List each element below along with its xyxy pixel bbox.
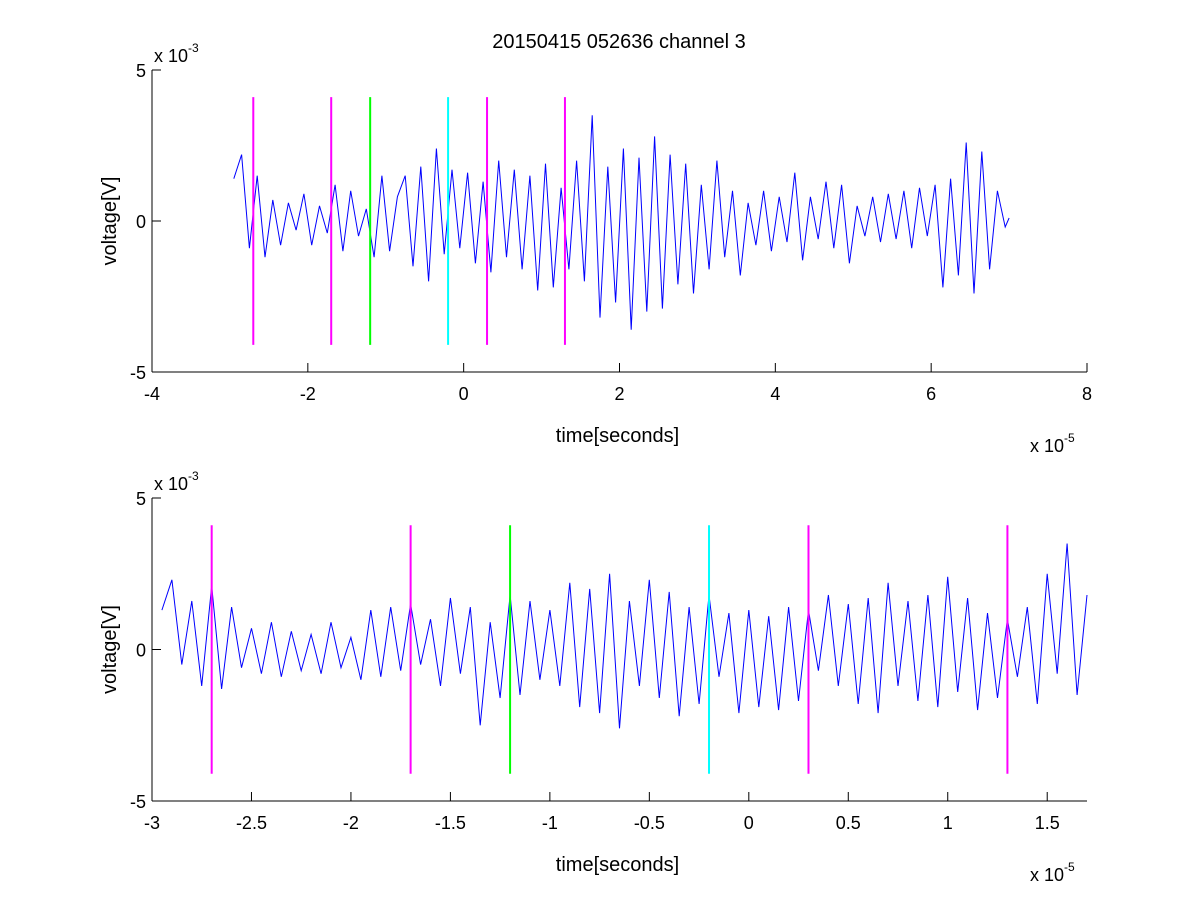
bottom-x-tick-label: -1 [542, 813, 558, 833]
bottom-y-exponent: x 10-3 [154, 469, 199, 494]
bottom-x-tick-label: 0.5 [836, 813, 861, 833]
bottom-x-tick-label: 0 [744, 813, 754, 833]
top-x-tick-label: 4 [770, 384, 780, 404]
top-x-tick-label: -2 [300, 384, 316, 404]
bottom-x-tick-label: -1.5 [435, 813, 466, 833]
bottom-x-tick-label: -2 [343, 813, 359, 833]
top-x-axis-label: time[seconds] [556, 425, 679, 447]
bottom-y-axis-label: voltage[V] [99, 605, 121, 694]
bottom-y-tick-label: -5 [130, 792, 146, 812]
top-x-tick-label: 8 [1082, 384, 1092, 404]
bottom-signal-line [161, 543, 1088, 729]
bottom-x-axis-label: time[seconds] [556, 854, 679, 876]
top-signal-line [233, 115, 1010, 330]
top-x-tick-label: 6 [926, 384, 936, 404]
top-x-tick-label: -4 [144, 384, 160, 404]
bottom-x-tick-label: 1 [943, 813, 953, 833]
top-x-tick-label: 0 [459, 384, 469, 404]
top-y-tick-label: -5 [130, 363, 146, 383]
top-y-tick-label: 5 [136, 61, 146, 81]
bottom-x-tick-label: -0.5 [634, 813, 665, 833]
top-y-exponent: x 10-3 [154, 41, 199, 66]
bottom-y-tick-label: 0 [136, 641, 146, 661]
top-y-tick-label: 0 [136, 212, 146, 232]
chart-title: 20150415 052636 channel 3 [492, 31, 746, 53]
bottom-x-tick-label: 1.5 [1035, 813, 1060, 833]
bottom-x-tick-label: -3 [144, 813, 160, 833]
bottom-y-tick-label: 5 [136, 489, 146, 509]
top-x-tick-label: 2 [614, 384, 624, 404]
top-y-axis-label: voltage[V] [99, 177, 121, 266]
bottom-x-tick-label: -2.5 [236, 813, 267, 833]
